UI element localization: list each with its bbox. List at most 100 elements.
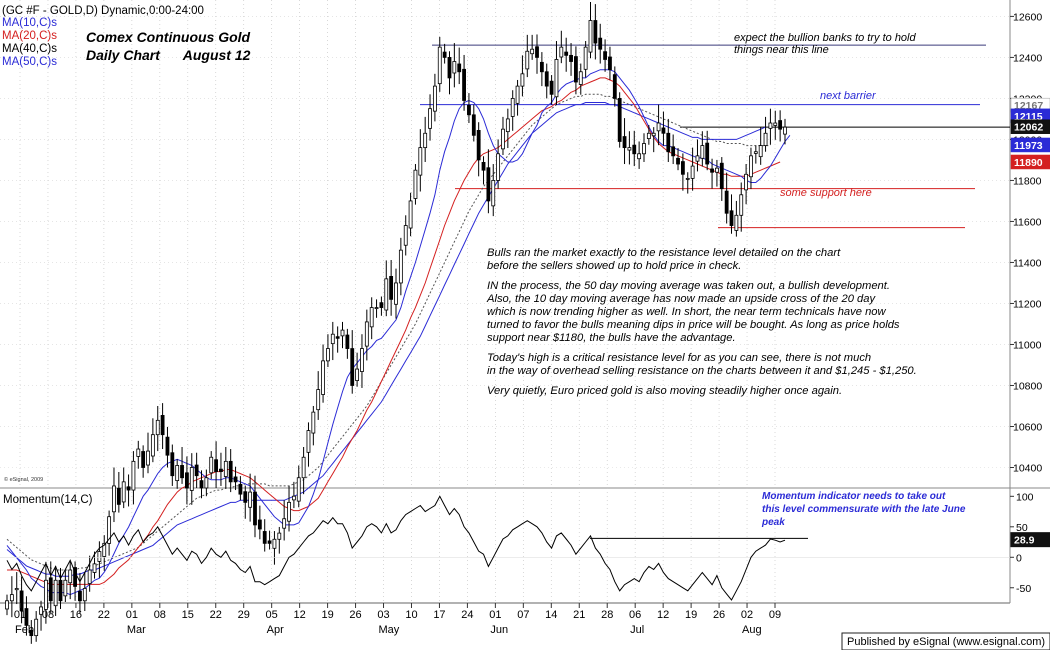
ma10-line xyxy=(6,69,791,596)
price-tick-label: 10800 xyxy=(1013,380,1042,392)
candle-body xyxy=(219,468,223,472)
momentum-series xyxy=(0,495,1010,601)
date-tick-label: 01 xyxy=(126,609,138,621)
candle-body xyxy=(510,98,515,117)
candle-body xyxy=(126,486,131,491)
price-badge-label: 12062 xyxy=(1014,122,1043,134)
price-badge xyxy=(1010,154,1050,170)
momentum-badge xyxy=(1010,532,1050,548)
month-label: Apr xyxy=(267,624,284,636)
commentary-line: turned to favor the bulls meaning dips i… xyxy=(487,319,900,331)
candle-body xyxy=(705,142,710,165)
candle-body xyxy=(209,456,214,474)
candle-body xyxy=(744,173,749,191)
price-badge xyxy=(1010,137,1050,153)
date-tick-label: 22 xyxy=(98,609,110,621)
price-axis: 1260012400122001200011800116001140011200… xyxy=(1010,11,1042,474)
ma-label-1: MA(10,C)s xyxy=(2,17,57,29)
candle-body xyxy=(593,20,598,44)
momentum-note-line1: Momentum indicator needs to take out xyxy=(762,491,946,502)
candle-body xyxy=(189,467,194,491)
candle-body xyxy=(753,151,758,154)
candle-body xyxy=(530,48,535,55)
date-tick-label: 24 xyxy=(461,609,473,621)
candle-body xyxy=(418,147,423,176)
candle-body xyxy=(462,68,466,101)
candle-body xyxy=(340,329,345,337)
chart-title-line1: Comex Continuous Gold xyxy=(86,29,251,45)
price-tick-label: 11000 xyxy=(1013,339,1042,351)
candle-body xyxy=(34,618,39,637)
candle-body xyxy=(583,46,588,70)
candle-body xyxy=(442,51,447,58)
candle-body xyxy=(676,157,680,165)
candle-body xyxy=(608,56,612,71)
commentary-line: Today's high is a critical resistance le… xyxy=(487,352,871,364)
candle-body xyxy=(291,495,296,501)
momentum-label: Momentum(14,C) xyxy=(3,494,93,506)
price-tick-label: 11800 xyxy=(1013,175,1042,187)
price-badge-label: 11973 xyxy=(1014,140,1043,152)
candle-body xyxy=(102,542,107,557)
candle-body xyxy=(710,168,714,173)
momentum-tick-label: 100 xyxy=(1016,491,1034,503)
commentary-text: Bulls ran the market exactly to the resi… xyxy=(486,247,917,397)
candle-body xyxy=(447,57,452,79)
candle-body xyxy=(185,472,189,489)
commentary-line: Also, the 10 day moving average has now … xyxy=(486,293,876,305)
price-tick-label: 12600 xyxy=(1013,11,1042,23)
candle-body xyxy=(413,169,418,199)
commentary-line: which is now trending higher as well. In… xyxy=(487,306,887,318)
candle-body xyxy=(131,460,136,491)
date-tick-label: 26 xyxy=(713,609,725,621)
candle-body xyxy=(398,249,403,284)
candle-body xyxy=(136,448,141,457)
candle-body xyxy=(588,20,593,53)
candle-body xyxy=(578,71,583,85)
candle-body xyxy=(428,108,432,129)
candle-body xyxy=(734,214,739,231)
date-tick-label: 01 xyxy=(489,609,501,621)
date-axis: 01 08 16 22 01 08 15 22 29 05 12 19 26 03 10 17 24 01 07 14… xyxy=(14,603,781,636)
momentum-tick-label: -50 xyxy=(1016,583,1031,595)
candle-body xyxy=(661,127,666,134)
price-tick-label: 10600 xyxy=(1013,421,1042,433)
candle-body xyxy=(544,71,549,87)
candle-body xyxy=(43,579,48,610)
candle-body xyxy=(321,360,325,395)
price-badge xyxy=(1010,119,1050,134)
candle-body xyxy=(559,46,564,58)
month-label: May xyxy=(379,624,400,636)
candle-body xyxy=(651,132,656,137)
candle-body xyxy=(695,155,700,162)
commentary-line: Very quietly, Euro priced gold is also m… xyxy=(487,385,842,397)
candle-body xyxy=(306,430,311,453)
candle-body xyxy=(233,476,238,483)
candle-body xyxy=(467,104,471,116)
candle-body xyxy=(107,516,112,544)
date-tick-label: 29 xyxy=(238,609,250,621)
support-label: some support here xyxy=(780,187,872,199)
date-tick-label: 16 xyxy=(70,609,82,621)
candle-body xyxy=(82,588,87,602)
candle-body xyxy=(175,465,180,482)
date-tick-label: 10 xyxy=(405,609,417,621)
chart-title-line2: Daily Chart August 12 xyxy=(86,47,251,63)
candle-body xyxy=(355,368,360,381)
candle-body xyxy=(501,128,505,150)
candle-body xyxy=(326,348,330,362)
moving-averages xyxy=(6,69,791,596)
candle-body xyxy=(408,200,413,229)
date-tick-label: 14 xyxy=(545,609,557,621)
date-tick-label: 19 xyxy=(685,609,697,621)
momentum-axis: 100 50 0 -50 28.9 xyxy=(1010,491,1050,595)
date-tick-label: 28 xyxy=(601,609,613,621)
date-tick-label: 05 xyxy=(266,609,278,621)
date-tick-label: 07 xyxy=(517,609,529,621)
date-tick-label: 03 xyxy=(377,609,389,621)
candle-body xyxy=(345,334,350,349)
candle-body xyxy=(112,485,116,513)
candle-body xyxy=(486,167,491,202)
